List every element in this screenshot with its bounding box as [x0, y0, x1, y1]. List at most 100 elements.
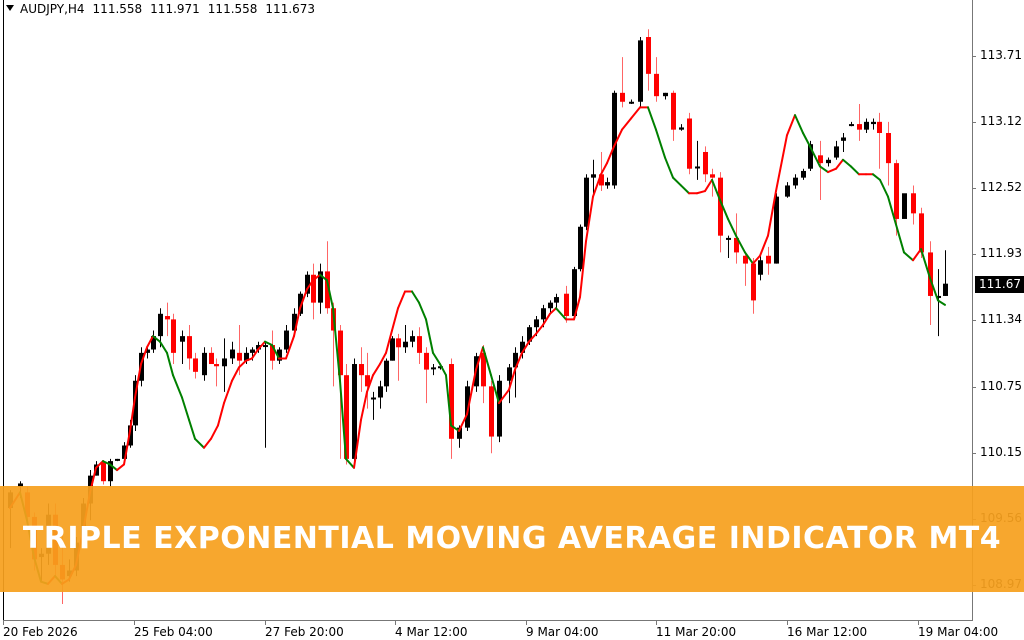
bear-candle	[818, 140, 823, 200]
bull-candle	[513, 347, 518, 398]
bull-candle	[263, 341, 268, 448]
bull-candle	[222, 338, 227, 392]
price-tick-label: 113.12	[980, 114, 1022, 128]
bear-candle	[209, 347, 214, 365]
bull-candle	[115, 458, 120, 462]
bear-candle	[214, 358, 219, 387]
chart-header: AUDJPY,H4 111.558 111.971 111.558 111.673	[6, 2, 315, 16]
bull-candle	[849, 121, 854, 127]
bull-candle	[695, 140, 700, 180]
ohlc-close: 111.673	[265, 2, 316, 16]
bull-candle	[774, 193, 779, 264]
bull-candle	[629, 99, 634, 104]
bull-candle	[864, 118, 869, 134]
bull-candle	[403, 324, 408, 353]
bear-candle	[886, 121, 891, 186]
bull-candle	[520, 336, 525, 359]
bull-candle	[638, 37, 643, 108]
dropdown-triangle-icon[interactable]	[6, 5, 14, 11]
bull-candle	[202, 347, 207, 381]
time-tick-label: 11 Mar 20:00	[656, 625, 737, 639]
bull-candle	[578, 224, 583, 272]
bear-candle	[564, 285, 569, 323]
bear-candle	[193, 352, 198, 379]
bull-candle	[145, 347, 150, 359]
bull-candle	[256, 341, 261, 353]
time-tick-label: 16 Mar 12:00	[787, 625, 868, 639]
bull-candle	[871, 118, 876, 130]
bear-candle	[270, 330, 275, 370]
bull-candle	[318, 263, 323, 314]
bull-candle	[410, 330, 415, 348]
bull-candle	[591, 159, 596, 197]
bull-candle	[158, 308, 163, 348]
bear-candle	[654, 57, 659, 102]
bear-candle	[344, 364, 349, 465]
bull-candle	[663, 92, 668, 100]
bear-candle	[751, 258, 756, 314]
bear-candle	[165, 302, 170, 337]
ohlc-high: 111.971	[150, 2, 200, 16]
bear-candle	[911, 185, 916, 225]
bull-candle	[936, 269, 941, 337]
bull-candle	[785, 182, 790, 198]
time-tick-label: 4 Mar 12:00	[395, 625, 468, 639]
time-tick-label: 19 Mar 04:00	[918, 625, 999, 639]
bull-candle	[726, 235, 731, 259]
price-tick-label: 112.52	[980, 180, 1022, 194]
bull-candle	[180, 330, 185, 365]
bull-candle	[902, 193, 907, 219]
bear-candle	[489, 380, 494, 454]
bear-candle	[646, 29, 651, 91]
title-banner: TRIPLE EXPONENTIAL MOVING AVERAGE INDICA…	[0, 486, 1024, 592]
bull-candle	[793, 174, 798, 189]
price-tick-label: 110.75	[980, 379, 1022, 393]
bear-candle	[718, 172, 723, 253]
bear-candle	[687, 112, 692, 175]
price-tick-label: 113.71	[980, 48, 1022, 62]
bull-candle	[151, 330, 156, 353]
bear-candle	[877, 112, 882, 169]
bull-candle	[108, 458, 113, 487]
bull-candle	[497, 375, 502, 443]
time-axis-ticks	[3, 620, 919, 625]
bull-candle	[612, 90, 617, 189]
bull-candle	[352, 358, 357, 465]
bull-candle	[298, 291, 303, 317]
bull-candle	[943, 250, 948, 296]
bear-candle	[187, 324, 192, 370]
bear-candle	[743, 252, 748, 286]
bull-candle	[305, 271, 310, 298]
bull-candle	[277, 347, 282, 365]
bull-candle	[133, 375, 138, 431]
price-tick-label: 111.34	[980, 312, 1022, 326]
bear-candle	[417, 327, 422, 365]
bull-candle	[507, 364, 512, 404]
bear-candle	[671, 90, 676, 141]
bear-candle	[481, 345, 486, 404]
time-tick-label: 20 Feb 2026	[3, 625, 78, 639]
bear-candle	[703, 146, 708, 183]
bear-candle	[449, 358, 454, 459]
bull-candle	[758, 255, 763, 281]
banner-title: TRIPLE EXPONENTIAL MOVING AVERAGE INDICA…	[22, 521, 1002, 556]
bear-candle	[620, 57, 625, 108]
bull-candle	[584, 174, 589, 231]
bear-candle	[396, 333, 401, 381]
bull-candle	[390, 336, 395, 361]
bull-candle	[371, 391, 376, 420]
ohlc-low: 111.558	[207, 2, 258, 16]
time-tick-label: 9 Mar 04:00	[526, 625, 599, 639]
time-tick-label: 27 Feb 20:00	[265, 625, 344, 639]
bear-candle	[928, 241, 933, 325]
bear-candle	[424, 347, 429, 404]
bear-candle	[311, 263, 316, 320]
bull-candle	[554, 293, 559, 309]
price-tick-label: 111.93	[980, 246, 1022, 260]
bear-candle	[325, 241, 330, 314]
bear-candle	[171, 313, 176, 365]
bull-candle	[841, 133, 846, 152]
bull-candle	[431, 364, 436, 376]
price-tick-label: 110.15	[980, 445, 1022, 459]
bull-candle	[378, 380, 383, 409]
